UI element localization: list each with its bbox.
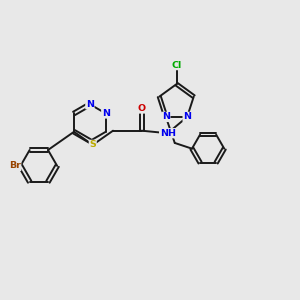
Text: O: O: [138, 104, 146, 113]
Text: N: N: [86, 100, 94, 109]
Text: NH: NH: [160, 129, 176, 138]
Text: N: N: [162, 112, 170, 122]
Text: N: N: [102, 109, 110, 118]
Text: N: N: [183, 112, 191, 122]
Text: S: S: [89, 140, 96, 149]
Text: Br: Br: [9, 161, 21, 170]
Text: Cl: Cl: [171, 61, 182, 70]
